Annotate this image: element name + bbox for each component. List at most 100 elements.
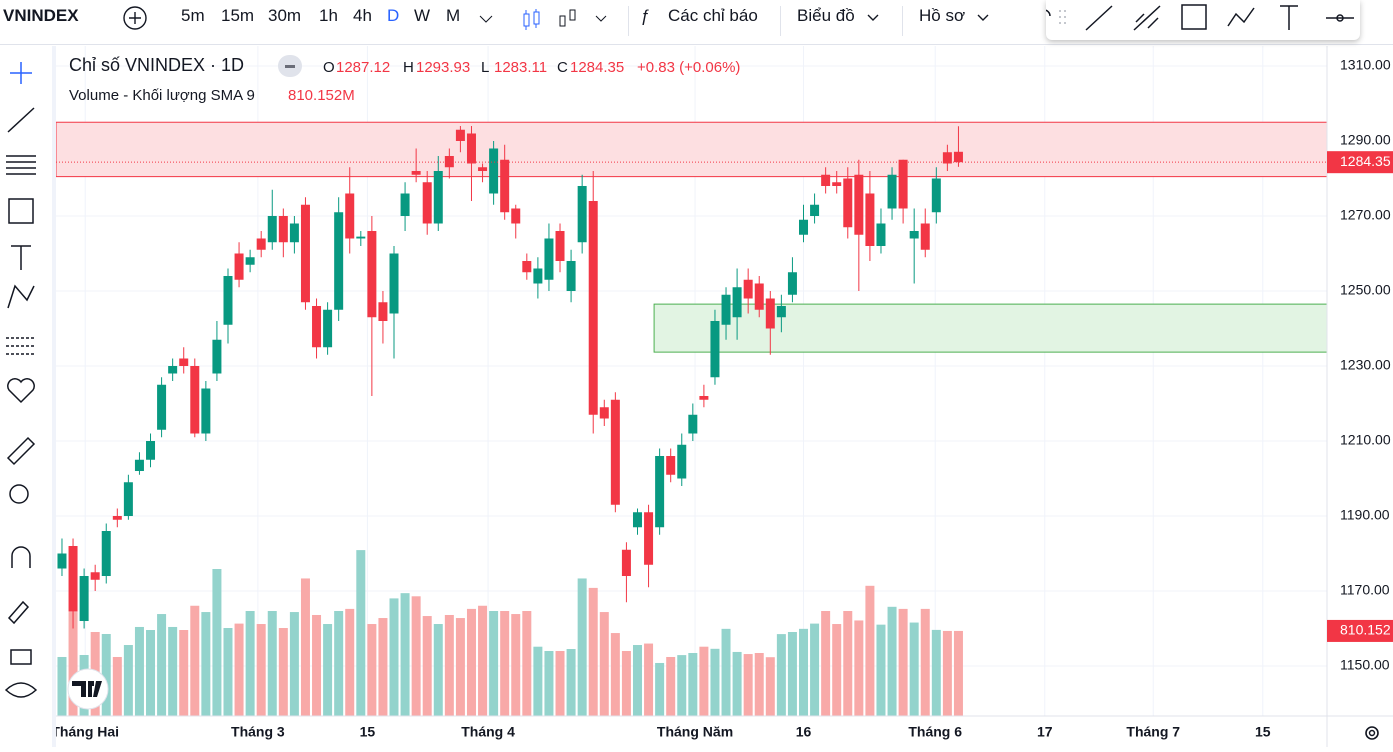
candle-type[interactable] (523, 9, 540, 30)
volume-bar (57, 656, 67, 716)
icon-tool[interactable] (7, 378, 35, 404)
pattern-tool[interactable] (7, 284, 35, 309)
text-tool[interactable] (1280, 5, 1298, 30)
volume-bar (101, 633, 111, 716)
volume-bar (666, 656, 676, 716)
add-symbol[interactable] (122, 5, 148, 31)
volume-bar (179, 630, 189, 716)
chart-menu[interactable]: Biểu đồ (797, 6, 855, 25)
x-tick-label: 16 (796, 724, 812, 740)
volume-bar (278, 628, 288, 716)
volume-bar (234, 623, 244, 716)
volume-bar (898, 608, 908, 716)
y-tick-label: 1150.00 (1340, 657, 1390, 673)
lock-tool[interactable] (10, 649, 32, 665)
legend: O 1287.12 H 1293.93 L 1283.11 C 1284.35 +0.83 (+… (323, 59, 740, 76)
volume-tag (1327, 619, 1393, 642)
candle-body (632, 512, 642, 528)
volume-bar (610, 633, 620, 716)
volume-bar (157, 614, 167, 716)
candle-body (157, 384, 167, 430)
grip[interactable] (1059, 10, 1066, 24)
candle-body (123, 482, 133, 517)
candle-body (57, 553, 67, 569)
dropdown-arrows (867, 14, 989, 21)
bar-type[interactable] (559, 9, 576, 27)
undo[interactable] (1037, 9, 1051, 17)
volume-bar (256, 624, 266, 716)
candle-body (898, 159, 908, 209)
zoom-tool[interactable] (9, 484, 29, 504)
indicators[interactable]: Các chỉ báo (668, 6, 758, 25)
candle-body (256, 238, 266, 250)
volume-bar (843, 611, 853, 716)
x-tick-label: Tháng Năm (657, 724, 733, 740)
interval[interactable]: M (446, 6, 461, 25)
rect-tool[interactable] (8, 198, 34, 224)
volume-bar (632, 645, 642, 716)
candle-body (843, 178, 853, 228)
candle-body (677, 444, 687, 479)
type-dropdown[interactable] (595, 15, 607, 22)
y-tick-label: 1170.00 (1340, 582, 1390, 598)
ray-tool[interactable] (1133, 5, 1161, 31)
interval[interactable]: 4h (353, 6, 372, 25)
trend-line-tool[interactable] (7, 107, 35, 133)
hide-tool[interactable] (4, 682, 38, 698)
candle-body (146, 441, 156, 460)
interval[interactable]: D (387, 6, 400, 25)
profile-menu[interactable]: Hồ sơ (919, 6, 966, 25)
x-tick-label: 15 (360, 724, 376, 740)
path-tool[interactable] (1227, 7, 1255, 27)
candle-body (688, 414, 698, 434)
interval[interactable]: 5m (181, 6, 205, 25)
ruler-tool[interactable] (6, 436, 36, 466)
ohlc-key: C (557, 59, 568, 76)
candle-body (699, 396, 709, 400)
candle-body (666, 456, 676, 475)
volume-bar (134, 626, 144, 716)
candle-body (810, 204, 820, 216)
interval[interactable]: 1h (319, 6, 338, 25)
candle-body (90, 572, 100, 580)
x-tick-label: 17 (1037, 724, 1053, 740)
interval[interactable]: W (414, 6, 431, 25)
candle-body (168, 365, 178, 374)
text-tool[interactable] (11, 245, 31, 270)
settings-icon[interactable] (1365, 726, 1379, 740)
volume-bar (655, 662, 665, 716)
volume-bar (201, 612, 211, 716)
x-tick-label: Tháng 3 (231, 724, 285, 740)
candle-body (555, 230, 565, 261)
candle-body (245, 257, 255, 265)
candle-body (865, 193, 875, 246)
y-tick-label: 1230.00 (1340, 357, 1391, 373)
candle-body (533, 268, 543, 284)
line-tool[interactable] (1085, 5, 1113, 31)
symbol[interactable]: VNINDEX (3, 6, 79, 25)
interval[interactable]: 30m (268, 6, 302, 25)
candle-body (312, 305, 322, 348)
lock-draw-tool[interactable] (7, 600, 30, 625)
volume-bar (555, 651, 565, 716)
interval-dropdown[interactable] (479, 15, 493, 23)
prediction-tool[interactable] (6, 337, 36, 355)
candle-body (267, 215, 277, 243)
volume-bar (444, 614, 454, 716)
floating-tools (1037, 4, 1354, 31)
interval[interactable]: 15m (221, 6, 255, 25)
fib-tool[interactable] (6, 155, 36, 175)
plot-area (56, 46, 1327, 716)
candle-body (942, 152, 952, 164)
volume-bar (334, 611, 344, 716)
candle-body (511, 208, 521, 224)
candle-body (378, 302, 388, 321)
rect-tool[interactable] (1181, 4, 1207, 30)
crosshair-tool[interactable] (10, 62, 32, 84)
volume-bar (433, 624, 443, 716)
ohlc-key: O (323, 59, 335, 76)
magnet-tool[interactable] (11, 546, 31, 568)
separator (628, 6, 629, 36)
x-tick-label: Tháng 6 (908, 724, 962, 740)
candle-body (433, 170, 443, 224)
